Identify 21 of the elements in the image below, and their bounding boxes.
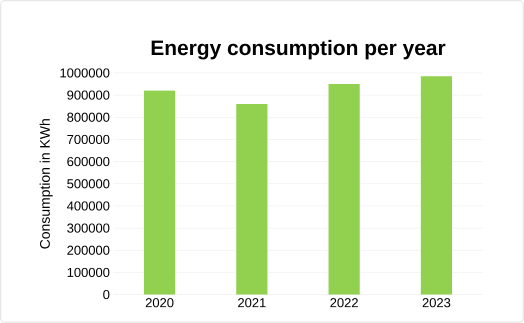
y-tick-label: 0	[103, 290, 110, 300]
y-tick-label: 400000	[66, 201, 110, 211]
y-axis-title: Consumption in KWh	[40, 119, 53, 249]
x-tick-label: 2020	[146, 298, 174, 308]
x-tick-label: 2021	[238, 298, 266, 308]
y-tick-label: 700000	[67, 134, 110, 144]
y-tick-label: 200000	[67, 246, 110, 255]
bar	[420, 76, 452, 295]
y-tick-label: 800000	[67, 112, 110, 122]
y-tick-label: 500000	[67, 179, 110, 188]
y-tick-label: 1000000	[60, 68, 110, 78]
y-tick-label: 300000	[67, 224, 110, 233]
x-tick-label: 2022	[330, 298, 358, 308]
x-tick-label: 2023	[422, 298, 450, 308]
chart-title: Energy consumption per year	[152, 40, 446, 60]
y-tick-label: 600000	[67, 157, 110, 166]
bar	[328, 84, 360, 295]
y-tick-label: 900000	[67, 90, 110, 100]
bar	[144, 90, 176, 295]
y-tick-label: 100000	[68, 268, 110, 278]
bar	[236, 104, 268, 295]
